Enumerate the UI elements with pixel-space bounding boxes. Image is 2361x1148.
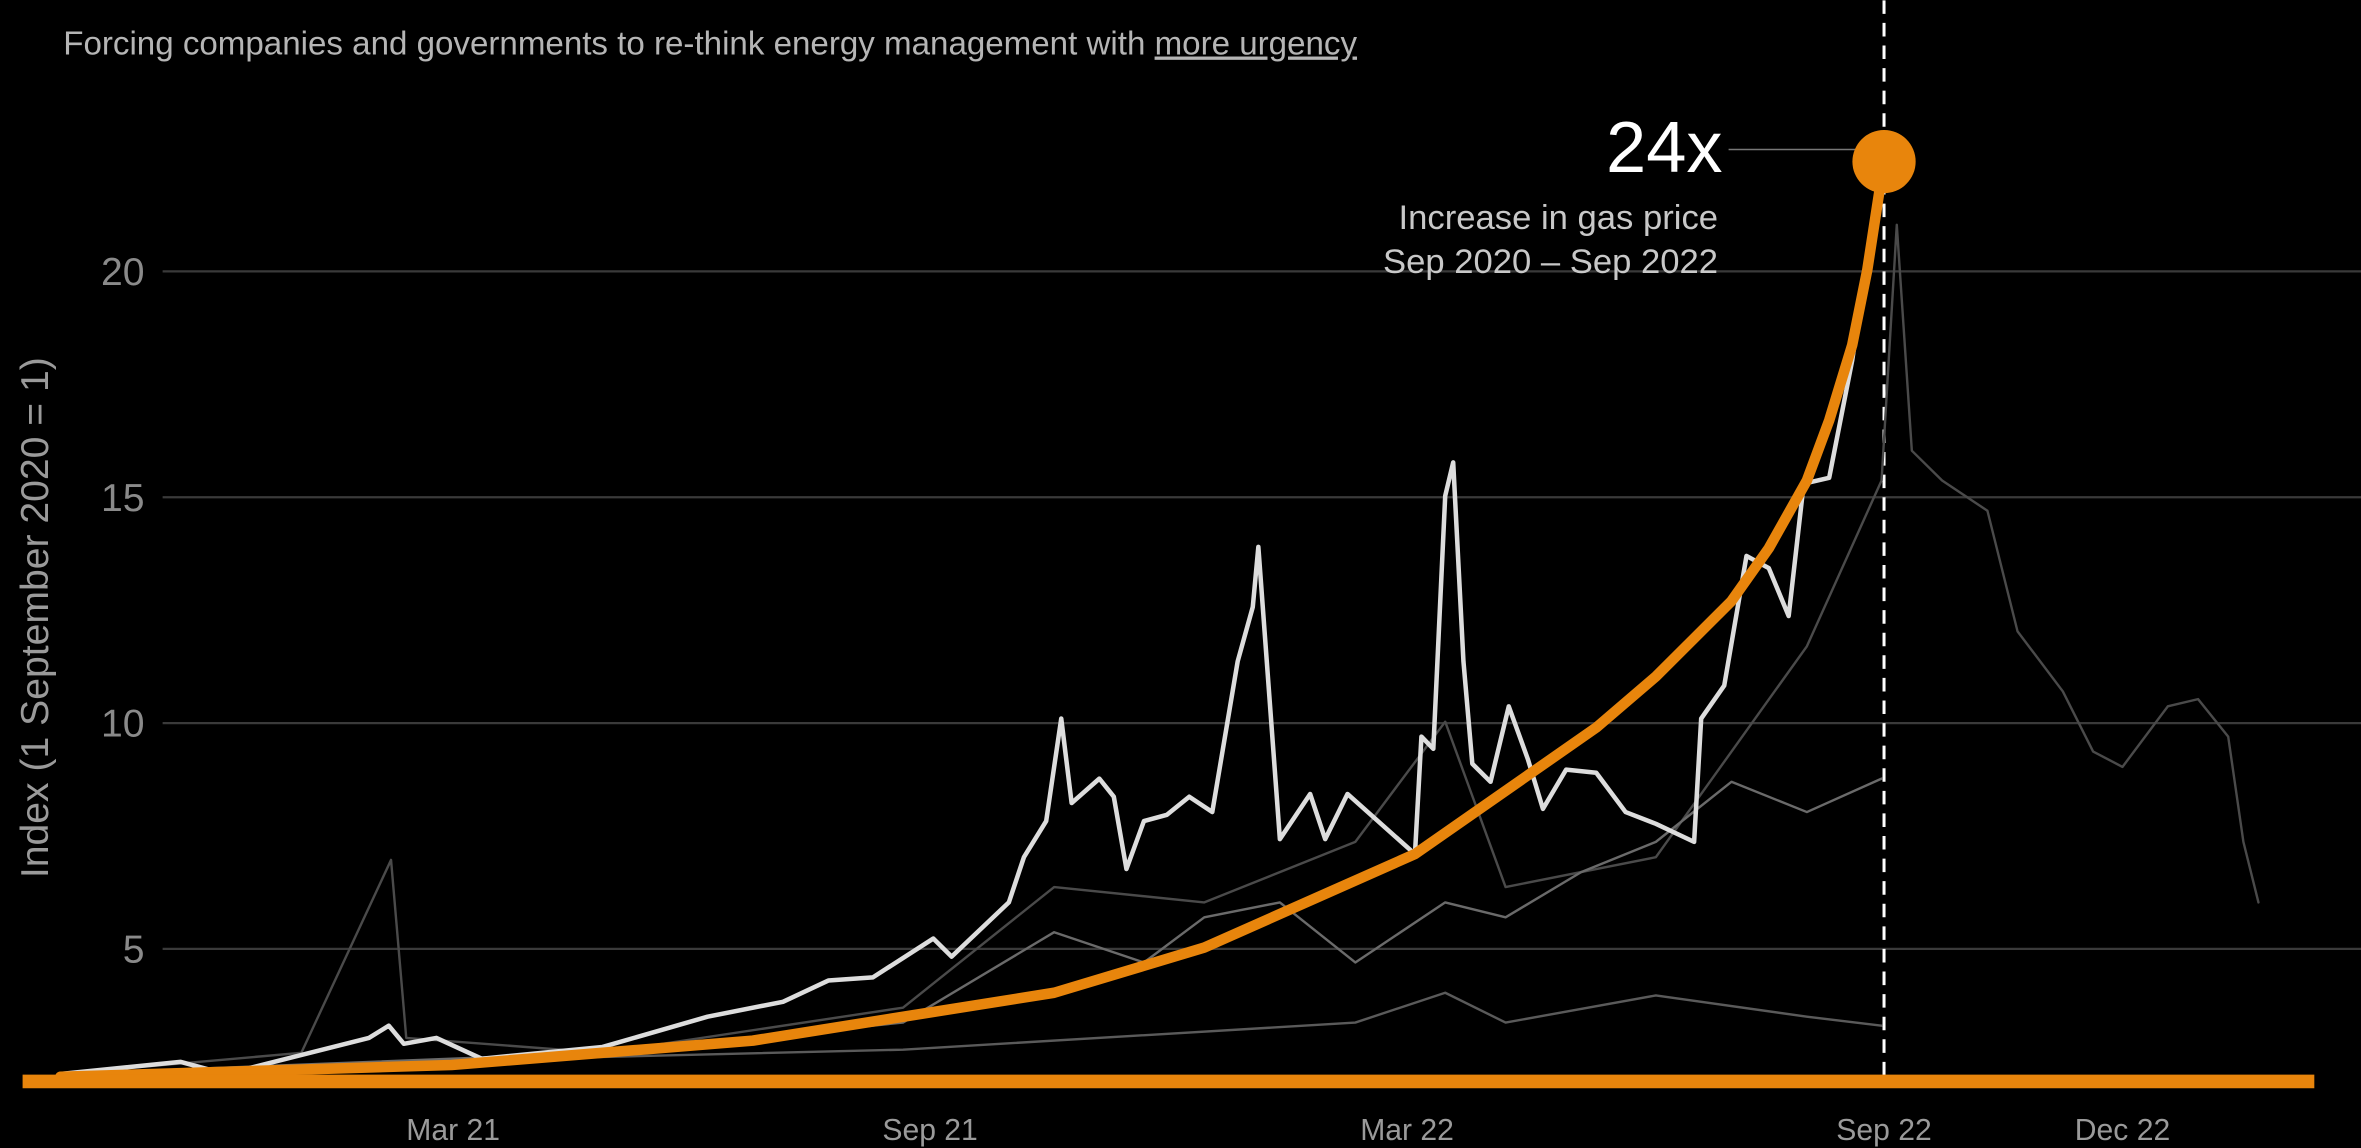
y-tick-label: 5	[123, 928, 145, 971]
x-tick-label: Sep 21	[882, 1114, 977, 1147]
annotation: 24x Increase in gas price Sep 2020 – Sep…	[1383, 108, 1723, 281]
subtitle-link[interactable]: more urgency	[1155, 26, 1358, 63]
trend-line	[55, 156, 1890, 1083]
series-line	[58, 207, 1877, 1077]
subtitle-text: Forcing companies and governments to re-…	[63, 26, 1154, 63]
grid: 5 10 15 20 Mar 21 Sep 21 Mar 22 Sep 22 Dec 22	[101, 0, 2361, 1147]
x-tick-label: Mar 21	[406, 1114, 500, 1147]
peak-marker	[1852, 129, 1916, 194]
x-tick-label: Mar 22	[1360, 1114, 1454, 1147]
y-tick-label: 15	[101, 477, 145, 520]
annotation-value: 24x	[1606, 108, 1723, 188]
subtitle: Forcing companies and governments to re-…	[63, 26, 1357, 63]
annotation-line: Sep 2020 – Sep 2022	[1383, 243, 1718, 281]
lines	[55, 129, 2260, 1083]
annotation-line: Increase in gas price	[1399, 199, 1719, 237]
y-tick-label: 10	[101, 703, 145, 746]
x-tick-label: Sep 22	[1836, 1114, 1931, 1147]
series-line	[59, 223, 2260, 1076]
series-line	[59, 777, 1883, 1076]
x-tick-label: Dec 22	[2075, 1114, 2170, 1147]
y-tick-label: 20	[101, 251, 145, 294]
y-axis-label: Index (1 September 2020 = 1)	[14, 357, 57, 878]
